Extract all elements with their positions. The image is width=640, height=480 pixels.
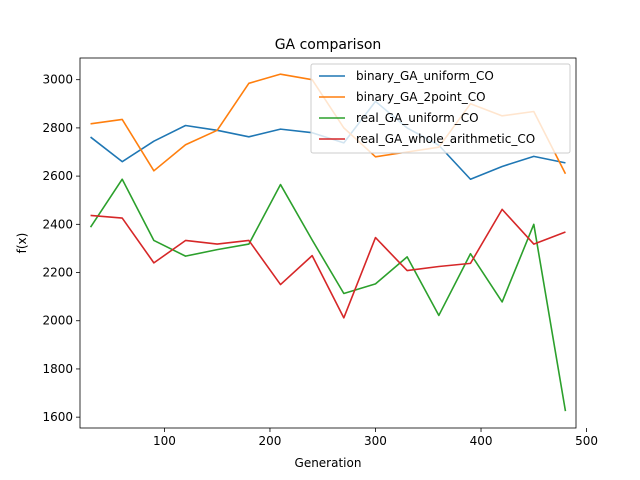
legend-label-2: real_GA_uniform_CO	[356, 111, 479, 125]
series-line-3	[90, 208, 566, 319]
x-tick-label-4: 500	[575, 434, 598, 448]
y-axis-ticks: 1600 1800 2000 2200 2400 2600 2800 3000	[42, 73, 80, 424]
x-tick-label-0: 100	[153, 434, 176, 448]
y-tick-label-0: 1600	[42, 410, 73, 424]
legend: binary_GA_uniform_CO binary_GA_2point_COr…	[310, 63, 571, 154]
legend-label-0: binary_GA_uniform_CO	[356, 69, 494, 83]
legend-label-3: real_GA_whole_arithmetic_CO	[356, 132, 535, 146]
x-axis-label: Generation	[295, 456, 362, 470]
x-axis-ticks: 100 200 300 400 500	[153, 428, 598, 448]
x-tick-label-2: 300	[364, 434, 387, 448]
x-tick-label-3: 400	[470, 434, 493, 448]
legend-label-1: binary_GA_2point_CO	[356, 90, 486, 104]
y-tick-label-3: 2200	[42, 266, 73, 280]
legend-box	[310, 63, 571, 154]
y-tick-label-2: 2000	[42, 314, 73, 328]
y-tick-label-4: 2400	[42, 217, 73, 231]
y-tick-label-6: 2800	[42, 121, 73, 135]
chart-title: GA comparison	[275, 37, 382, 53]
y-axis-label: f(x)	[15, 233, 29, 254]
y-tick-label-7: 3000	[42, 73, 73, 87]
y-tick-label-5: 2600	[42, 169, 73, 183]
x-tick-label-1: 200	[259, 434, 282, 448]
y-tick-label-1: 1800	[42, 362, 73, 376]
plot-frame	[79, 57, 577, 429]
series-line-2	[89, 178, 567, 412]
